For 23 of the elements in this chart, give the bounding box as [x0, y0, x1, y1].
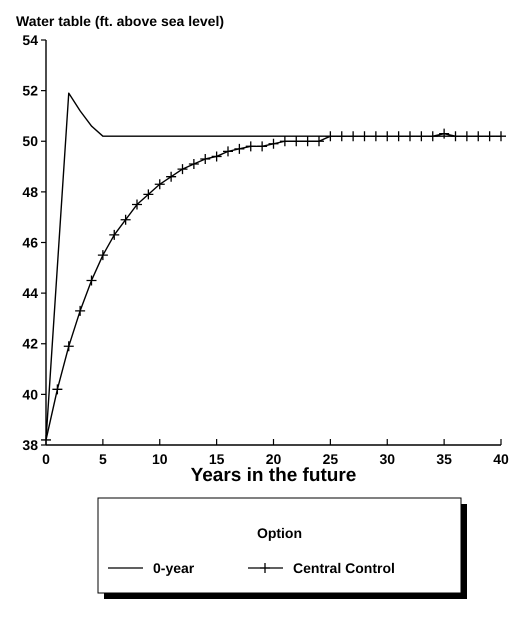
x-tick-label: 0	[42, 451, 50, 467]
y-tick-label: 52	[22, 82, 38, 99]
x-tick-label: 10	[152, 451, 168, 467]
x-tick-label: 5	[98, 451, 107, 467]
y-tick-label: 54	[22, 32, 38, 48]
legend-label: Central Control	[293, 560, 395, 576]
y-tick-label: 48	[22, 184, 38, 200]
x-tick-label: 35	[436, 451, 452, 467]
y-tick-label: 40	[22, 386, 38, 402]
y-tick-label: 38	[22, 436, 38, 453]
x-axis-title: Years in the future	[190, 465, 356, 486]
x-tick-label: 20	[266, 451, 282, 467]
legend-title: Option	[256, 525, 302, 541]
y-tick-label: 46	[22, 234, 38, 250]
x-tick-label: 30	[379, 451, 396, 467]
x-tick-label: 25	[322, 451, 338, 467]
y-axis-title: Water table (ft. above sea level)	[16, 13, 224, 29]
x-tick-label: 40	[493, 451, 509, 467]
y-tick-label: 50	[22, 133, 38, 150]
legend-label: 0-year	[153, 560, 195, 576]
y-tick-label: 44	[22, 285, 38, 302]
x-tick-label: 15	[208, 451, 225, 467]
y-tick-label: 42	[22, 336, 38, 352]
